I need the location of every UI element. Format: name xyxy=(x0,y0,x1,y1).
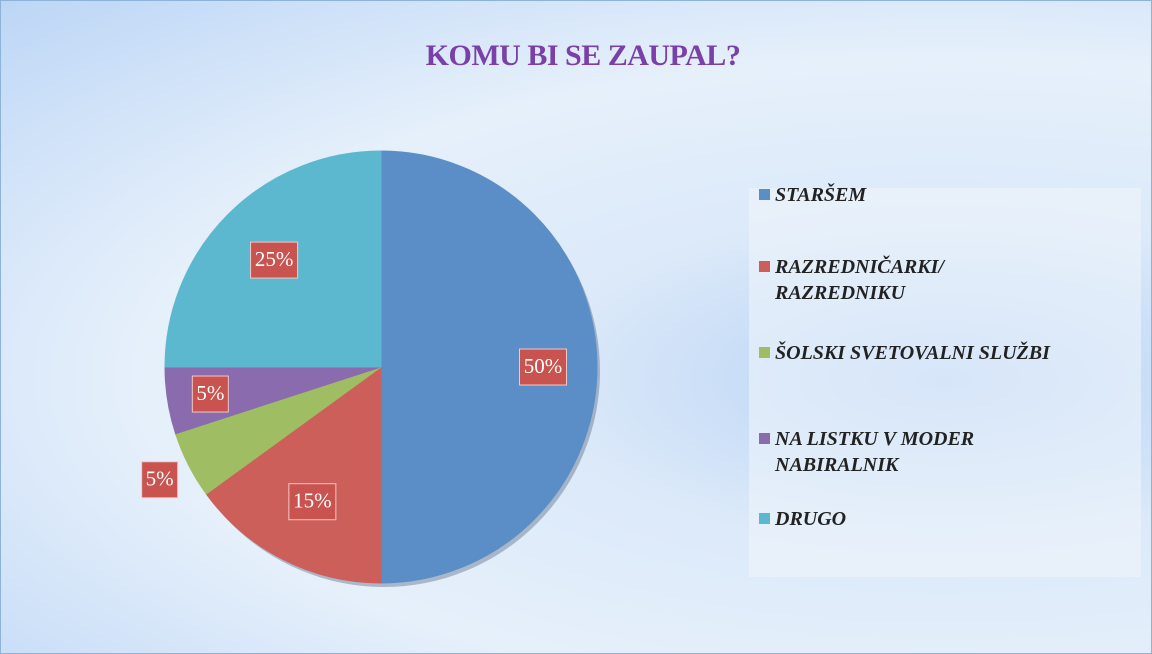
legend-label: ŠOLSKI SVETOVALNI SLUŽBI xyxy=(775,342,1050,364)
pie-slice xyxy=(205,366,382,584)
data-label-box xyxy=(191,375,229,413)
legend-swatch xyxy=(759,513,770,524)
data-label: 5% xyxy=(146,467,174,491)
legend-swatch xyxy=(759,433,770,444)
legend-label: STARŠEM xyxy=(775,184,867,206)
legend-label: RAZREDNIČARKI/ RAZREDNIKU xyxy=(775,256,944,304)
data-label-box xyxy=(519,348,567,386)
data-label-box xyxy=(288,483,337,521)
legend-swatch xyxy=(759,347,770,358)
data-label-box xyxy=(250,241,299,279)
legend-swatch xyxy=(759,189,770,200)
legend-label: NA LISTKU V MODER NABIRALNIK xyxy=(775,428,975,476)
legend-swatch xyxy=(759,261,770,272)
legend-item: RAZREDNIČARKI/ RAZREDNIKU xyxy=(759,254,1129,306)
data-label: 50% xyxy=(524,354,563,378)
legend-item: STARŠEM xyxy=(759,182,1129,208)
legend-label: DRUGO xyxy=(775,508,847,530)
chart-title: KOMU BI SE ZAUPAL? xyxy=(426,39,741,72)
legend-item: DRUGO xyxy=(759,506,1129,532)
data-label: 5% xyxy=(196,381,224,405)
data-label: 25% xyxy=(255,247,294,271)
legend-item: NA LISTKU V MODER NABIRALNIK xyxy=(759,426,1129,478)
legend: STARŠEM RAZREDNIČARKI/ RAZREDNIKU ŠOLSKI S… xyxy=(749,184,1141,577)
data-label: 15% xyxy=(293,489,332,513)
legend-item: ŠOLSKI SVETOVALNI SLUŽBI xyxy=(759,340,1129,366)
pie-slice xyxy=(380,150,598,584)
data-label-box xyxy=(141,461,179,499)
